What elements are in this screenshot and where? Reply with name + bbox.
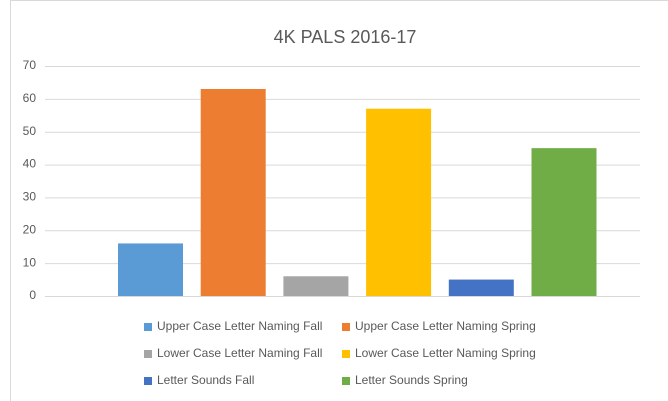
bar [118, 243, 183, 296]
y-tick-label: 50 [23, 124, 37, 138]
legend-label: Upper Case Letter Naming Fall [157, 319, 322, 333]
legend-label: Lower Case Letter Naming Fall [157, 346, 322, 360]
legend-label: Upper Case Letter Naming Spring [355, 319, 536, 333]
y-tick-label: 40 [23, 157, 37, 171]
legend-swatch [144, 350, 152, 358]
y-tick-label: 0 [29, 288, 36, 302]
legend-swatch [342, 377, 350, 385]
chart-title: 4K PALS 2016-17 [274, 27, 417, 47]
bar [366, 108, 432, 296]
bar [448, 279, 514, 296]
bar [283, 276, 349, 296]
legend-swatch [342, 350, 350, 358]
y-tick-label: 60 [23, 91, 37, 105]
legend-swatch [144, 323, 152, 331]
legend-swatch [144, 377, 152, 385]
y-tick-label: 70 [23, 58, 37, 72]
y-tick-label: 20 [23, 222, 37, 236]
legend-label: Letter Sounds Spring [355, 373, 468, 387]
legend-label: Letter Sounds Fall [157, 373, 254, 387]
bar [531, 148, 597, 296]
legend-label: Lower Case Letter Naming Spring [355, 346, 536, 360]
bar [200, 89, 266, 296]
legend-swatch [342, 323, 350, 331]
y-tick-label: 30 [23, 190, 37, 204]
y-tick-label: 10 [23, 255, 37, 269]
